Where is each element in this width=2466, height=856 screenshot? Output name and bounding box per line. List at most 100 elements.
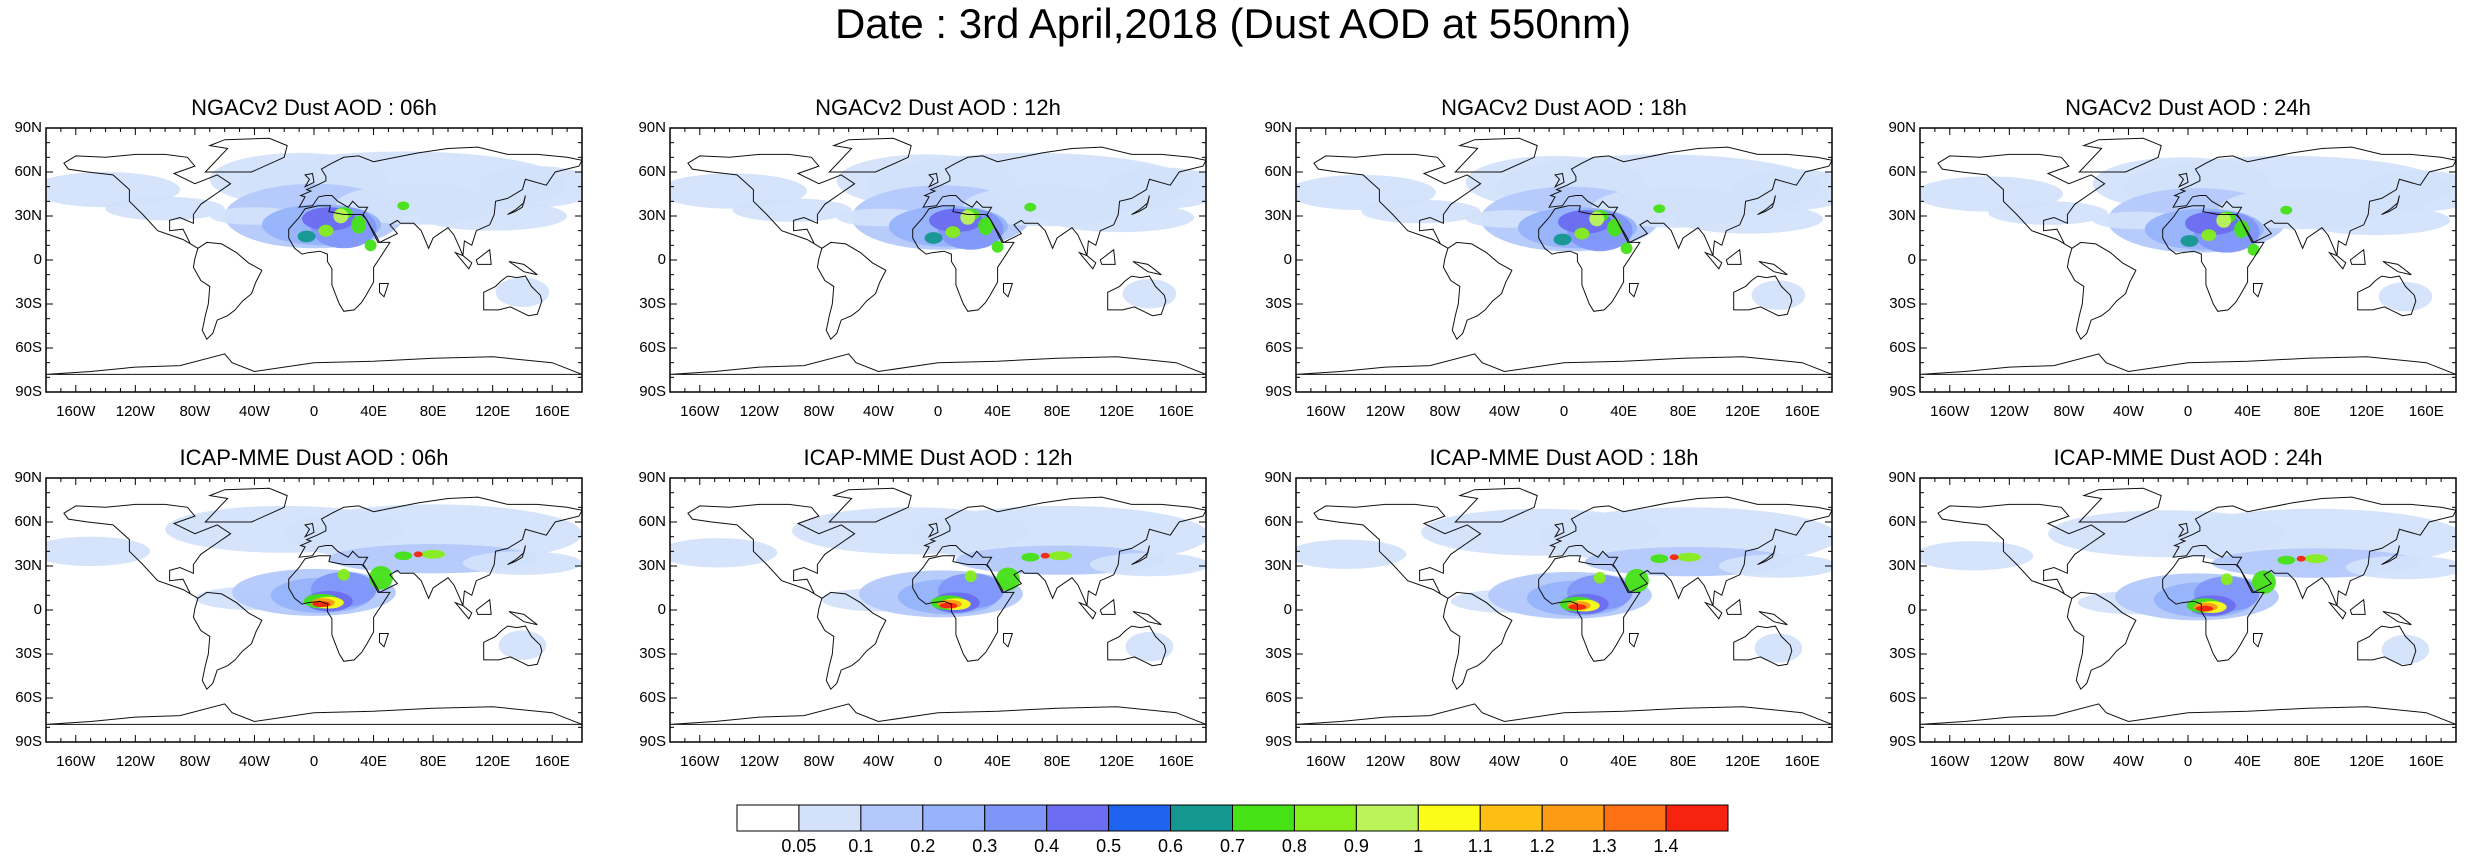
coastline xyxy=(2253,633,2264,648)
dust-patch xyxy=(1593,571,1606,584)
coastline xyxy=(912,555,1015,662)
coastline xyxy=(1442,591,1513,691)
coastline xyxy=(1920,353,2456,375)
lat-tick-label: 30S xyxy=(15,645,42,662)
lat-tick-label: 90N xyxy=(1264,119,1292,136)
coastline xyxy=(2162,555,2265,662)
lat-tick-label: 30N xyxy=(14,207,42,224)
lon-tick-label: 160E xyxy=(534,753,570,770)
lon-tick-label: 0 xyxy=(1559,753,1569,770)
coastline xyxy=(46,703,582,725)
dust-patch xyxy=(1733,169,1832,211)
lon-tick-label: 120E xyxy=(1725,403,1761,420)
lat-tick-label: 90N xyxy=(638,469,666,486)
dust-patch xyxy=(991,240,1004,253)
coastline xyxy=(303,172,315,188)
coastline xyxy=(303,522,315,538)
coastline xyxy=(204,137,288,173)
coastline xyxy=(1313,503,1482,599)
map-panel-ngacv2-06h xyxy=(45,127,583,393)
lat-tick-label: 90S xyxy=(1889,733,1916,750)
coastline xyxy=(1733,625,1793,667)
lat-tick-label: 60S xyxy=(1889,689,1916,706)
lon-tick-label: 120E xyxy=(1099,753,1135,770)
coastline xyxy=(2066,591,2137,691)
coastline xyxy=(1757,195,1776,215)
lon-tick-label: 40W xyxy=(239,753,270,770)
coastline xyxy=(1131,545,1150,565)
dust-patch xyxy=(2296,555,2306,562)
coastline xyxy=(2327,251,2347,270)
dust-patch xyxy=(2252,570,2276,594)
coastline xyxy=(2162,205,2265,312)
lon-tick-label: 80E xyxy=(419,403,447,420)
panel-title: NGACv2 Dust AOD : 24h xyxy=(2065,95,2311,120)
dust-patch xyxy=(2201,229,2217,241)
lat-tick-label: 60S xyxy=(639,689,666,706)
coastline xyxy=(63,153,232,249)
coastline xyxy=(483,275,543,317)
dust-patch xyxy=(2360,170,2456,212)
lat-tick-label: 90N xyxy=(14,119,42,136)
coastline xyxy=(1107,275,1167,317)
coastline xyxy=(1629,633,1640,648)
coastline xyxy=(298,146,582,256)
coastline xyxy=(1107,625,1167,667)
lon-tick-label: 40E xyxy=(360,403,387,420)
lon-tick-label: 80E xyxy=(2293,403,2321,420)
lon-tick-label: 120W xyxy=(1989,403,2029,420)
dust-patch xyxy=(46,536,151,566)
dust-patch xyxy=(1089,552,1206,577)
coastline xyxy=(2382,261,2412,276)
lat-tick-label: 30N xyxy=(14,557,42,574)
dust-patch xyxy=(394,551,413,561)
dust-patch xyxy=(945,226,961,238)
lon-tick-label: 160W xyxy=(1306,753,1346,770)
coastline xyxy=(1077,251,1097,270)
lon-tick-label: 160E xyxy=(2408,403,2444,420)
coastline xyxy=(2066,241,2137,341)
coastline xyxy=(687,153,856,249)
lon-tick-label: 120W xyxy=(115,403,155,420)
coastline xyxy=(1099,598,1116,615)
lon-tick-label: 40E xyxy=(2234,403,2261,420)
dust-patch xyxy=(732,198,852,222)
lon-tick-label: 80W xyxy=(2053,403,2085,420)
dust-patch xyxy=(1024,202,1037,212)
coastline xyxy=(2177,172,2189,188)
lat-tick-label: 90S xyxy=(15,383,42,400)
dust-patch xyxy=(1653,204,1666,214)
coastline xyxy=(927,172,939,188)
lat-tick-label: 0 xyxy=(1283,251,1292,268)
lat-tick-label: 0 xyxy=(657,251,666,268)
dust-patch xyxy=(312,601,331,608)
coastline xyxy=(828,137,912,173)
lon-tick-label: 80W xyxy=(803,403,835,420)
dust-patch xyxy=(1718,554,1832,578)
lat-tick-label: 90N xyxy=(638,119,666,136)
lon-tick-label: 160W xyxy=(56,403,96,420)
coastline xyxy=(2381,545,2400,565)
dust-patch xyxy=(1553,233,1572,246)
lat-tick-label: 30N xyxy=(1888,207,1916,224)
coastline xyxy=(1629,283,1640,298)
map-panel-icap-mme-24h xyxy=(1919,477,2457,743)
dust-patch xyxy=(2381,634,2430,665)
coastline xyxy=(2382,611,2412,626)
lon-tick-label: 160E xyxy=(2408,753,2444,770)
lon-tick-label: 80E xyxy=(2293,753,2321,770)
coastline xyxy=(1296,353,1832,375)
dust-patch xyxy=(105,196,225,221)
colorbar-tick-label: 0.4 xyxy=(1034,836,1060,856)
lon-tick-label: 160W xyxy=(680,753,720,770)
dust-patch xyxy=(1625,568,1649,593)
lon-tick-label: 160W xyxy=(680,403,720,420)
dust-patch xyxy=(495,277,550,307)
lon-tick-label: 120E xyxy=(1725,753,1761,770)
lon-tick-label: 0 xyxy=(309,403,319,420)
lat-tick-label: 30S xyxy=(1889,295,1916,312)
panel-title: ICAP-MME Dust AOD : 06h xyxy=(179,445,449,470)
coastline xyxy=(1131,195,1150,215)
dust-patch xyxy=(1045,202,1195,233)
lat-tick-label: 60S xyxy=(639,339,666,356)
